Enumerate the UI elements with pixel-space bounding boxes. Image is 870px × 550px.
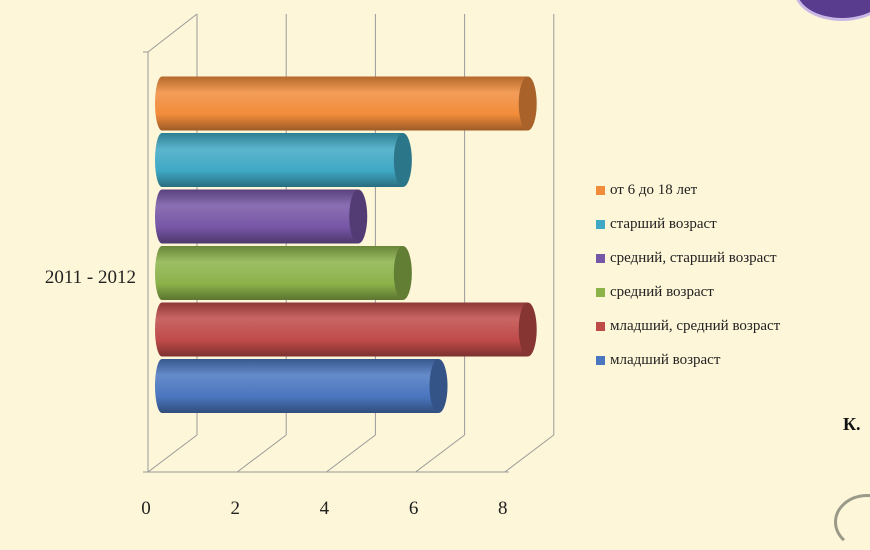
legend-swatch (596, 321, 605, 331)
legend-label: средний возраст (610, 283, 714, 300)
legend-label: младший возраст (610, 351, 721, 368)
floor-line-2 (236, 434, 287, 473)
x-tick-label: 4 (320, 498, 330, 519)
x-tick-label: 6 (409, 498, 419, 519)
bar-body-1 (162, 359, 439, 413)
legend-swatch (596, 287, 605, 297)
legend-label: младший, средний возраст (610, 317, 781, 334)
bar-start-cap-5 (155, 133, 169, 187)
legend-label: средний, старший возраст (610, 249, 777, 266)
bar-end-cap-5 (393, 133, 412, 187)
bar-end-cap-4 (349, 189, 368, 244)
chart-axes (143, 13, 509, 473)
legend-swatch (596, 219, 605, 229)
cropped-side-text: К. (843, 414, 861, 434)
bar-start-cap-1 (155, 359, 169, 413)
bar-start-cap-6 (155, 76, 169, 131)
bar-body-6 (162, 76, 528, 131)
legend-item: старший возраст (596, 207, 780, 241)
category-labels: 2011 - 2012 (45, 267, 136, 288)
bar-start-cap-2 (155, 302, 169, 357)
legend-swatch (596, 253, 605, 263)
legend-item: средний, старший возраст (596, 241, 780, 275)
floor-line-6 (415, 434, 465, 473)
legend-item: младший, средний возраст (596, 309, 780, 343)
legend-item: от 6 до 18 лет (596, 173, 780, 207)
bar-start-cap-4 (155, 189, 169, 244)
bar-1 (155, 359, 448, 413)
bar-end-cap-1 (429, 359, 448, 413)
chart-legend: от 6 до 18 лет старший возраст средний, ст… (596, 173, 780, 377)
bar-end-cap-2 (518, 302, 537, 357)
floor-line-0 (147, 434, 198, 473)
bar-chart: 0 2 4 6 8 2011 - 2012 (45, 13, 555, 519)
bar-2 (155, 302, 537, 357)
chart-bars (155, 76, 537, 413)
legend-swatch (596, 355, 605, 365)
bar-body-5 (162, 133, 403, 187)
bar-5 (155, 133, 412, 187)
x-tick-label: 2 (230, 498, 240, 519)
legend-label: старший возраст (610, 215, 717, 232)
x-tick-label: 8 (498, 498, 508, 519)
category-label: 2011 - 2012 (45, 267, 136, 288)
legend-label: от 6 до 18 лет (610, 181, 698, 198)
bar-body-4 (162, 189, 359, 244)
bar-body-2 (162, 302, 528, 357)
legend-swatch (596, 185, 605, 195)
bar-start-cap-3 (155, 246, 169, 300)
floor-line-4 (326, 434, 376, 473)
x-tick-label: 0 (141, 498, 151, 519)
legend-item: средний возраст (596, 275, 780, 309)
legend-item: младший возраст (596, 343, 780, 377)
bar-end-cap-6 (518, 76, 537, 131)
floor-line-8 (504, 434, 555, 473)
bar-3 (155, 246, 412, 300)
bar-end-cap-3 (393, 246, 412, 300)
bar-6 (155, 76, 537, 131)
x-axis-ticks: 0 2 4 6 8 (141, 498, 507, 519)
side-wall-top-edge (147, 13, 198, 53)
bar-body-3 (162, 246, 403, 300)
bar-4 (155, 189, 368, 244)
